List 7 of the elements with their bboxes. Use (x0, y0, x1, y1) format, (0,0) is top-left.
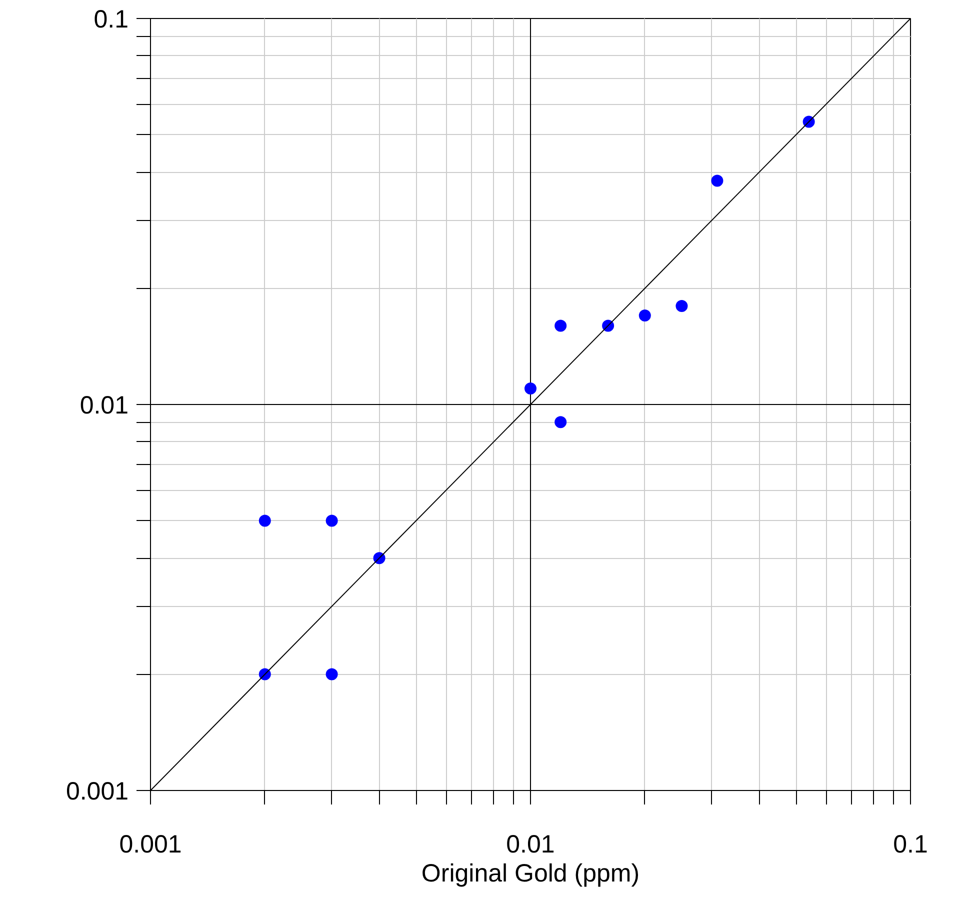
x-axis-title: Original Gold (ppm) (421, 860, 640, 888)
x-tick-label: 0.1 (893, 830, 928, 858)
x-tick-label: 0.001 (119, 830, 182, 858)
y-tick-label: 0.01 (80, 392, 129, 420)
x-tick-label: 0.01 (506, 830, 555, 858)
y-tick-label: 0.1 (94, 6, 129, 34)
y-tick-label: 0.001 (66, 778, 128, 806)
